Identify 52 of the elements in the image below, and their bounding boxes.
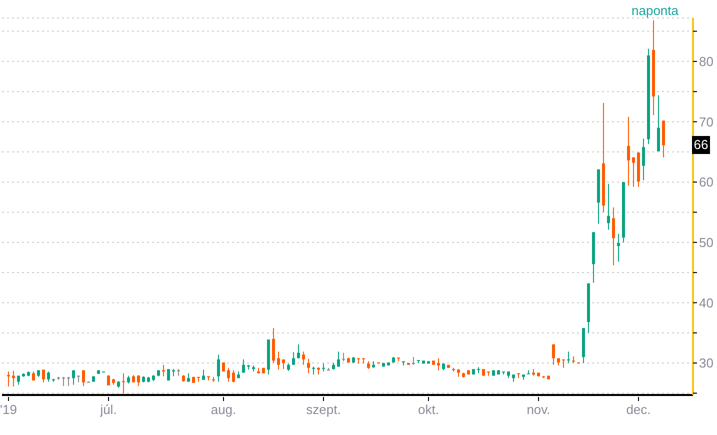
candlestick — [232, 370, 235, 383]
x-tick-label: nov. — [526, 402, 550, 417]
candlestick — [42, 369, 45, 383]
x-tick-label: júl. — [99, 402, 117, 417]
candlestick — [202, 369, 205, 380]
candlestick — [67, 376, 70, 386]
candlestick — [242, 358, 245, 374]
candlestick — [7, 370, 10, 388]
candlestick — [107, 374, 110, 386]
candlestick — [82, 370, 85, 386]
candlestick — [72, 370, 75, 386]
candlestick — [322, 363, 325, 372]
x-tick-label: dec. — [626, 402, 651, 417]
candlestick — [337, 351, 340, 368]
candlestick — [642, 138, 645, 181]
candlestick — [227, 367, 230, 382]
candlestick — [277, 351, 280, 370]
y-tick-label: 80 — [699, 54, 714, 70]
candlestick — [122, 372, 125, 394]
x-tick-label: '19 — [0, 402, 17, 417]
x-tick-label: okt. — [418, 402, 439, 417]
candlestick — [607, 183, 610, 230]
candlestick — [17, 375, 20, 386]
annotation: naponta — [630, 3, 680, 18]
y-tick-label: 30 — [699, 356, 714, 371]
x-tick-label: aug. — [210, 402, 236, 417]
text: 66 — [692, 136, 710, 154]
x-tick-label: szept. — [306, 402, 341, 417]
y-tick-label: 40 — [699, 295, 714, 310]
candlestick — [307, 358, 310, 374]
candlestick — [137, 374, 140, 386]
candlestick — [437, 358, 440, 371]
candlestick — [62, 376, 65, 386]
candlestick — [12, 370, 15, 388]
candlestick — [47, 370, 50, 382]
y-tick-label: 60 — [699, 174, 714, 190]
candlestick — [612, 206, 615, 266]
candlestick — [412, 356, 415, 366]
candlestick — [272, 328, 275, 364]
candlestick — [617, 233, 620, 262]
candlestick — [312, 366, 315, 375]
candlestick — [657, 94, 660, 152]
candlestick — [217, 354, 220, 382]
y-tick-label: 70 — [699, 114, 714, 130]
y-tick-label: 50 — [699, 235, 714, 250]
candlestick — [552, 344, 555, 366]
candlestick — [567, 351, 570, 364]
candlestick — [632, 156, 635, 188]
candlestick — [292, 352, 295, 366]
candlestick — [302, 351, 305, 366]
candlestick — [627, 116, 630, 186]
candlestick — [297, 344, 300, 359]
